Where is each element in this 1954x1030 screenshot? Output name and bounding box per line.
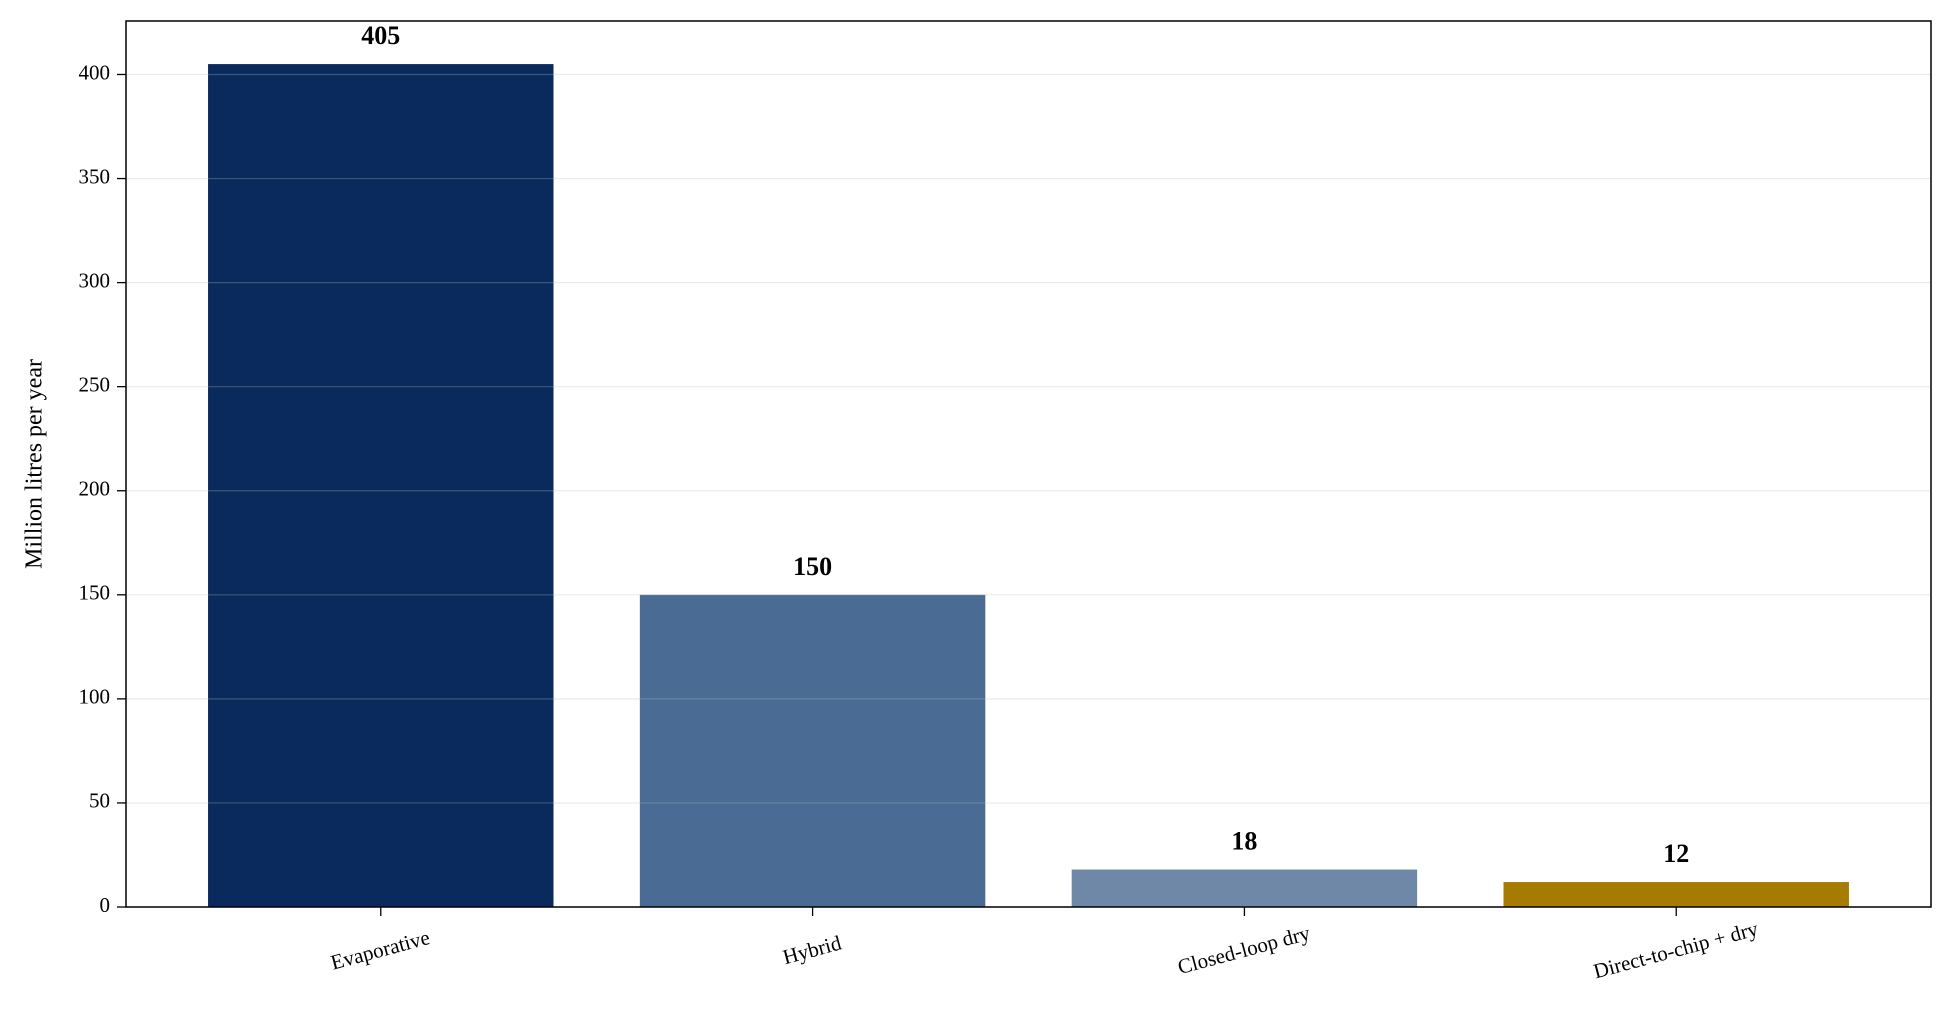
x-tick-label: Direct-to-chip + dry: [1591, 916, 1761, 983]
bar: [1071, 869, 1418, 907]
value-label: 150: [793, 552, 832, 581]
y-tick-label: 400: [79, 60, 111, 84]
y-tick-label: 200: [79, 477, 111, 501]
y-tick-label: 250: [79, 372, 111, 396]
y-tick-label: 150: [79, 581, 111, 605]
bar: [639, 594, 986, 907]
plot-frame: [125, 20, 1932, 908]
value-label: 18: [1231, 827, 1257, 856]
bar: [1503, 882, 1849, 907]
y-tick-label: 100: [79, 685, 111, 709]
x-tick-label: Hybrid: [780, 930, 844, 969]
x-tick-label: Evaporative: [328, 925, 432, 974]
value-label: 405: [361, 21, 400, 50]
y-tick-label: 0: [100, 893, 111, 917]
y-tick-label: 50: [89, 789, 110, 813]
y-tick-label: 300: [79, 268, 111, 292]
x-tick-label: Closed-loop dry: [1175, 921, 1313, 979]
value-label: 12: [1663, 839, 1689, 868]
y-tick-label: 350: [79, 164, 111, 188]
bar: [208, 64, 554, 907]
y-axis-label: Million litres per year: [22, 359, 48, 569]
